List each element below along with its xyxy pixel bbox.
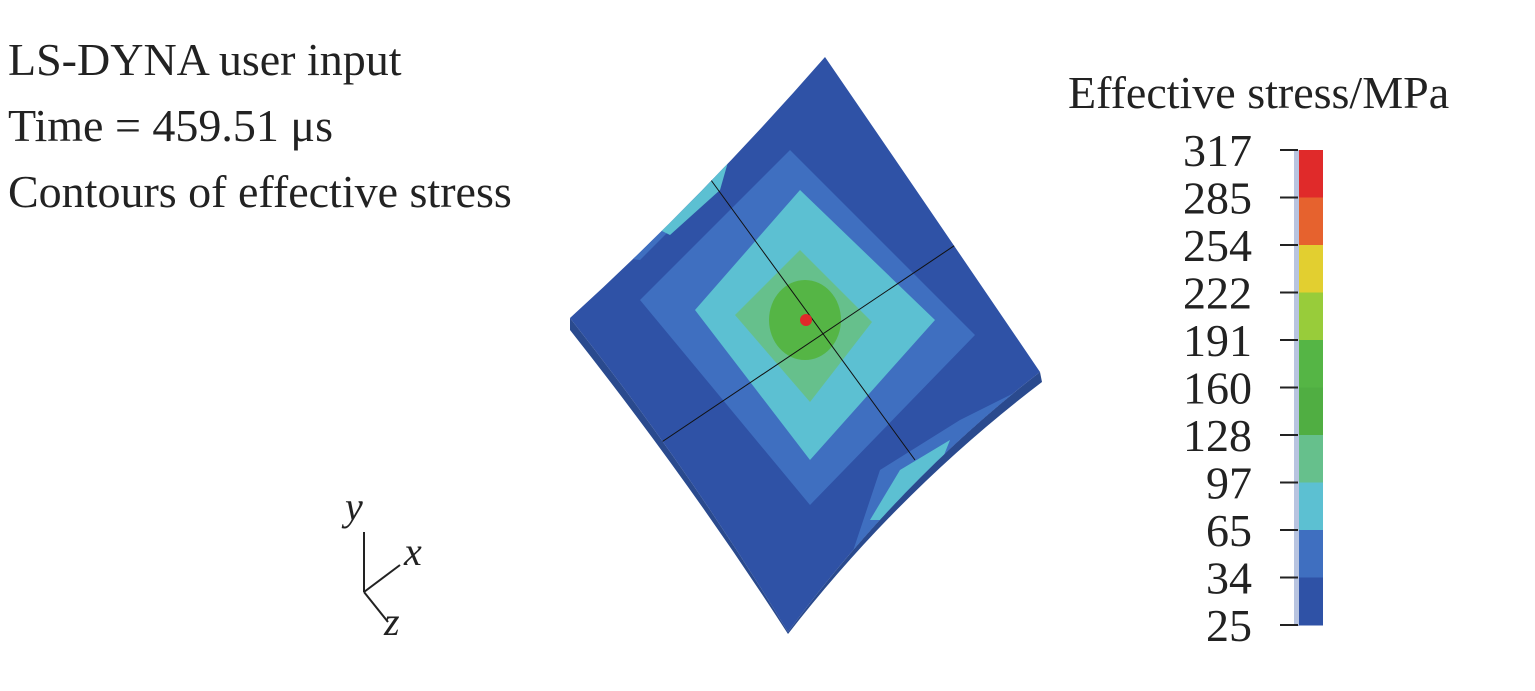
axis-z-label: z: [383, 599, 400, 644]
header-line: Contours of effective stress: [8, 166, 512, 217]
colorbar-label: 160: [1183, 363, 1252, 414]
axis-y-label: y: [341, 484, 363, 529]
header-line: LS-DYNA user input: [8, 34, 402, 85]
colorbar-label: 285: [1183, 173, 1252, 224]
colorbar-label: 254: [1183, 220, 1252, 271]
colorbar-label: 317: [1183, 125, 1252, 176]
colorbar-band: [1298, 197, 1323, 246]
colorbar-label: 97: [1206, 458, 1252, 509]
colorbar-label: 128: [1183, 410, 1252, 461]
axis-x-label: x: [403, 529, 422, 574]
colorbar-band: [1298, 435, 1323, 483]
colorbar-band: [1298, 577, 1323, 626]
header-line: Time = 459.51 μs: [8, 100, 333, 151]
axis-triad: [363, 532, 401, 623]
colorbar-title: Effective stress/MPa: [1068, 67, 1449, 118]
colorbar-band: [1298, 530, 1323, 578]
colorbar-label: 222: [1183, 268, 1252, 319]
colorbar-band: [1298, 340, 1323, 388]
colorbar-band: [1298, 292, 1323, 341]
colorbar-label: 191: [1183, 315, 1252, 366]
colorbar-band: [1298, 150, 1323, 198]
plate: [570, 57, 1042, 634]
colorbar-label: 65: [1206, 505, 1252, 556]
colorbar-label: 34: [1206, 553, 1252, 604]
colorbar-band: [1298, 387, 1323, 436]
colorbar-band: [1298, 482, 1323, 531]
colorbar-band: [1298, 245, 1323, 293]
colorbar-label: 25: [1206, 600, 1252, 651]
